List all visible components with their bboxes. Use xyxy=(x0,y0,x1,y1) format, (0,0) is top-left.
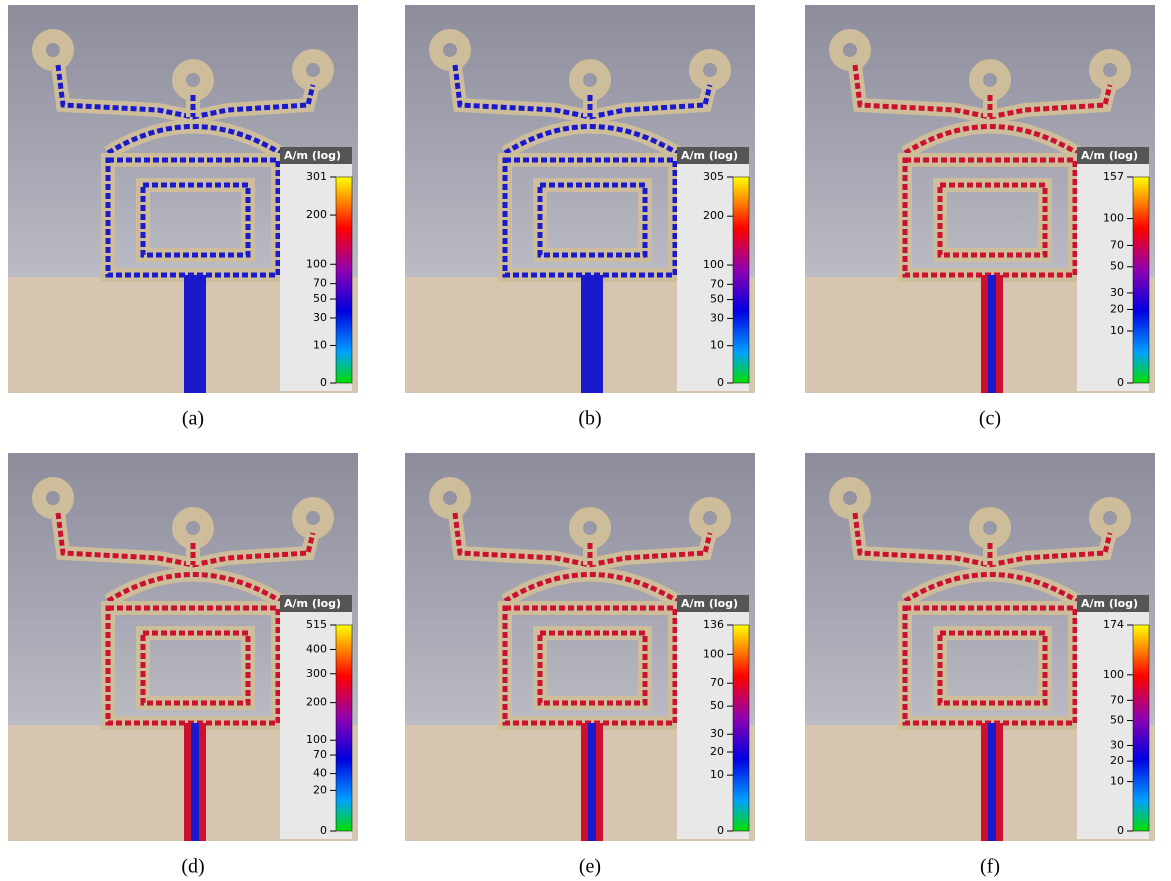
feed-core xyxy=(988,723,996,841)
tick-label: 136 xyxy=(703,618,724,631)
panel-label: (d) xyxy=(181,856,204,878)
panel-label: (f) xyxy=(980,856,1000,878)
tick-label: 200 xyxy=(306,208,327,221)
tick-label: 100 xyxy=(703,647,724,660)
tick-label: 0 xyxy=(320,376,327,389)
panel-label: (b) xyxy=(578,408,601,430)
colorbar-unit: A/m (log) xyxy=(284,149,341,162)
tick-label: 30 xyxy=(1110,738,1124,751)
feed-core xyxy=(588,275,596,393)
tick-label: 30 xyxy=(710,727,724,740)
colorbar xyxy=(336,177,352,383)
colorbar xyxy=(1133,177,1149,383)
tick-label: 20 xyxy=(1110,302,1124,315)
tick-label: 50 xyxy=(710,699,724,712)
tick-label: 30 xyxy=(1110,286,1124,299)
tick-label: 50 xyxy=(1110,260,1124,273)
colorbar xyxy=(336,625,352,831)
tick-label: 100 xyxy=(703,258,724,271)
tick-label: 50 xyxy=(1110,714,1124,727)
tick-label: 157 xyxy=(1103,170,1124,183)
figure: A/m (log)301200100705030100(a)A/m (log)3… xyxy=(0,0,1171,881)
tick-label: 515 xyxy=(306,618,327,631)
colorbar-unit: A/m (log) xyxy=(1081,149,1138,162)
tick-label: 30 xyxy=(710,311,724,324)
tick-label: 100 xyxy=(306,733,327,746)
tick-label: 0 xyxy=(1117,376,1124,389)
tick-label: 20 xyxy=(313,783,327,796)
colorbar-unit: A/m (log) xyxy=(681,149,738,162)
tick-label: 301 xyxy=(306,170,327,183)
tick-label: 100 xyxy=(306,257,327,270)
colorbar-unit: A/m (log) xyxy=(681,597,738,610)
colorbar-unit: A/m (log) xyxy=(284,597,341,610)
tick-label: 40 xyxy=(313,767,327,780)
tick-label: 200 xyxy=(703,209,724,222)
tick-label: 70 xyxy=(313,277,327,290)
tick-label: 10 xyxy=(313,338,327,351)
panel-label: (c) xyxy=(979,408,1001,430)
tick-label: 10 xyxy=(710,339,724,352)
tick-label: 70 xyxy=(710,676,724,689)
panel-label: (a) xyxy=(182,408,204,430)
colorbar xyxy=(733,177,749,383)
tick-label: 20 xyxy=(710,745,724,758)
tick-label: 70 xyxy=(1110,693,1124,706)
tick-label: 174 xyxy=(1103,618,1124,631)
tick-label: 10 xyxy=(710,768,724,781)
tick-label: 10 xyxy=(1110,324,1124,337)
tick-label: 100 xyxy=(1103,668,1124,681)
tick-label: 400 xyxy=(306,642,327,655)
tick-label: 0 xyxy=(1117,824,1124,837)
tick-label: 30 xyxy=(313,311,327,324)
tick-label: 0 xyxy=(717,824,724,837)
tick-label: 50 xyxy=(710,293,724,306)
tick-label: 0 xyxy=(717,376,724,389)
feed-core xyxy=(588,723,596,841)
tick-label: 50 xyxy=(313,292,327,305)
feed-core xyxy=(191,275,199,393)
tick-label: 20 xyxy=(1110,754,1124,767)
feed-core xyxy=(191,723,199,841)
panel-label: (e) xyxy=(579,856,601,878)
tick-label: 300 xyxy=(306,667,327,680)
tick-label: 70 xyxy=(710,277,724,290)
tick-label: 70 xyxy=(1110,238,1124,251)
colorbar xyxy=(733,625,749,831)
colorbar-unit: A/m (log) xyxy=(1081,597,1138,610)
tick-label: 10 xyxy=(1110,775,1124,788)
tick-label: 200 xyxy=(306,696,327,709)
tick-label: 0 xyxy=(320,824,327,837)
feed-core xyxy=(988,275,996,393)
tick-label: 305 xyxy=(703,170,724,183)
tick-label: 70 xyxy=(313,748,327,761)
colorbar xyxy=(1133,625,1149,831)
tick-label: 100 xyxy=(1103,212,1124,225)
